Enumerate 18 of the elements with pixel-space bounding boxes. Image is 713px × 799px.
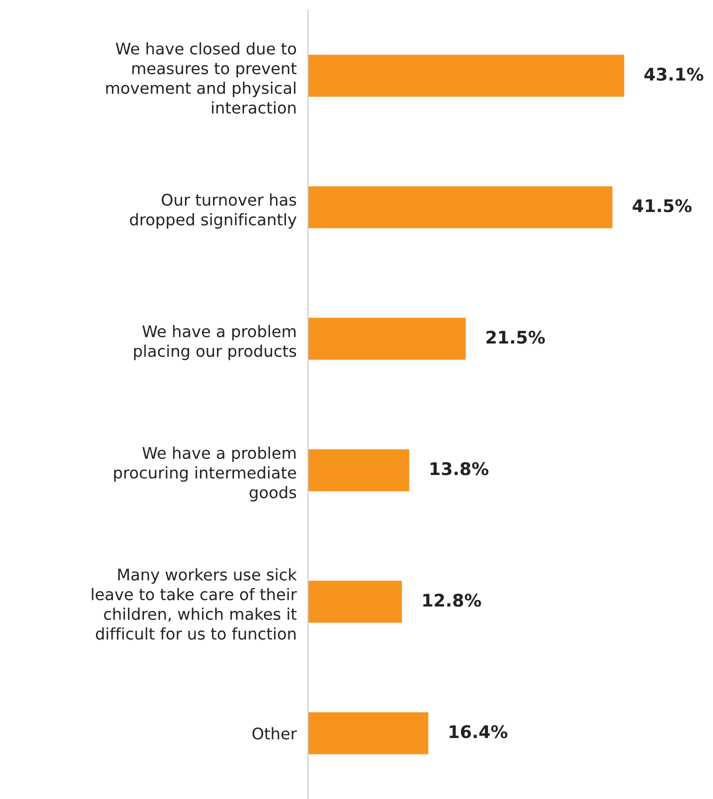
y-tick-label: Many workers use sick leave to take care of their children, which makes it difficult for us to function [92, 568, 297, 640]
bar [308, 712, 428, 754]
bar [308, 580, 402, 623]
data-label: 13.8% [430, 462, 488, 476]
y-tick-label: Our turnover has dropped significantly [130, 193, 296, 229]
data-label: 12.8% [423, 594, 482, 607]
y-tick-label: Other [252, 727, 297, 740]
data-label: 21.5% [486, 330, 545, 344]
y-tick-label: We have a problem procuring intermediate goods [114, 446, 296, 502]
data-label: 16.4% [450, 725, 508, 738]
bar [308, 449, 410, 492]
data-label: 43.1% [644, 68, 704, 81]
y-tick-label: We have closed due to measures to prevent movement and physical interaction [106, 42, 297, 114]
bar [308, 186, 612, 228]
data-label: 41.5% [632, 199, 692, 212]
y-tick-label: We have a problem placing our products [134, 324, 296, 360]
bar [308, 318, 466, 360]
bar [308, 54, 624, 97]
